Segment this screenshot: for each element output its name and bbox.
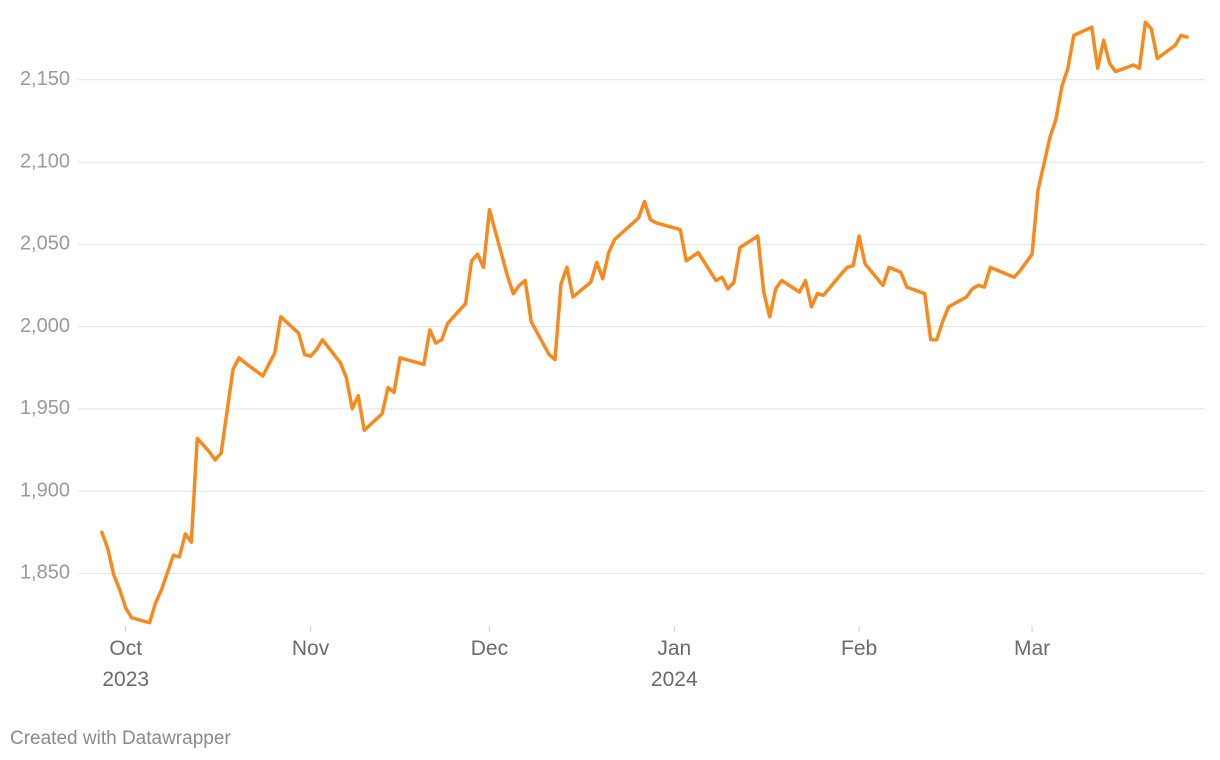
- y-tick-label: 2,100: [20, 150, 70, 172]
- y-tick-label: 2,050: [20, 233, 70, 255]
- x-tick-label: Jan 2024: [651, 637, 698, 691]
- y-tick-label: 1,900: [20, 479, 70, 501]
- y-tick-label: 2,150: [20, 68, 70, 90]
- y-tick-label: 1,850: [20, 562, 70, 584]
- line: [100, 20, 1189, 625]
- x-tick-label: Feb: [841, 637, 877, 660]
- x-tick-label: Oct 2023: [102, 637, 149, 691]
- credit: Created with Datawrapper: [10, 728, 231, 749]
- y-tick-label: 2,000: [20, 315, 70, 337]
- x-tick-label: Nov: [292, 637, 330, 660]
- x-tick-label: Mar: [1014, 637, 1050, 660]
- x-tick-label: Dec: [471, 637, 508, 660]
- y-tick-label: 1,950: [20, 397, 70, 419]
